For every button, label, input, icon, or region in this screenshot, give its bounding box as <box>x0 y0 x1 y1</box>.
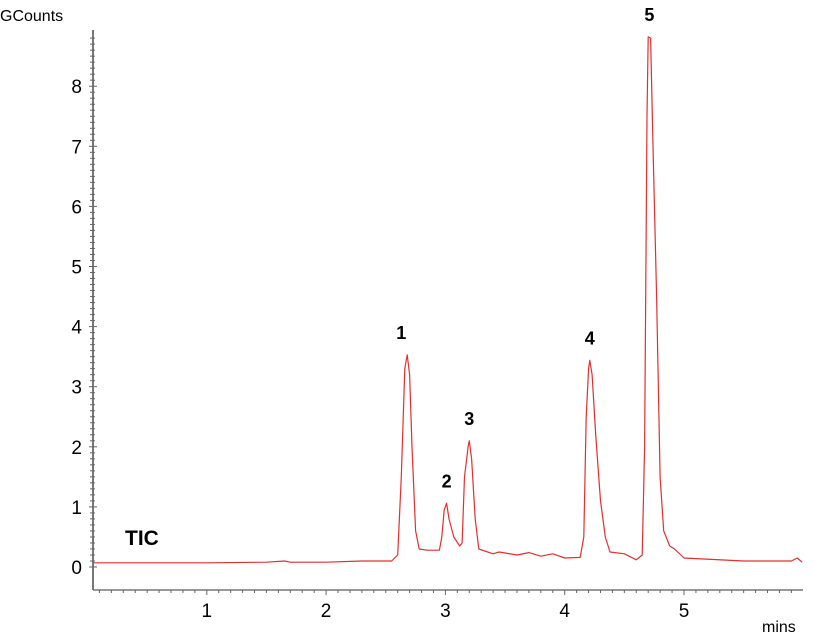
axes: 0 1 2 3 4 5 6 7 8 1 2 3 4 5 <box>71 30 803 622</box>
y-tick-label: 3 <box>71 378 82 399</box>
y-axis-label: GCounts <box>0 8 63 25</box>
x-tick-label: 4 <box>559 601 570 622</box>
y-tick-label: 6 <box>71 197 82 218</box>
peak-label-2: 2 <box>442 471 452 491</box>
y-tick-label: 2 <box>71 438 82 459</box>
peak-label-5: 5 <box>644 5 654 25</box>
x-tick-label: 2 <box>321 601 332 622</box>
x-tick-label: 3 <box>440 601 451 622</box>
y-tick-label: 4 <box>71 318 82 339</box>
x-tick-label: 1 <box>202 601 213 622</box>
peak-label-3: 3 <box>464 409 474 429</box>
tic-annotation: TIC <box>125 527 159 550</box>
peak-label-4: 4 <box>585 328 595 348</box>
x-axis-label: mins <box>762 619 796 636</box>
y-tick-label: 1 <box>71 498 82 519</box>
tic-trace-line <box>93 36 803 564</box>
peak-labels: 1 2 3 4 5 <box>396 5 654 491</box>
y-tick-label: 5 <box>71 258 82 279</box>
trace-group <box>93 36 803 564</box>
peak-label-1: 1 <box>396 323 406 343</box>
y-tick-label: 0 <box>71 558 82 579</box>
x-tick-label: 5 <box>679 601 690 622</box>
y-tick-label: 7 <box>71 137 82 158</box>
y-tick-label: 8 <box>71 77 82 98</box>
